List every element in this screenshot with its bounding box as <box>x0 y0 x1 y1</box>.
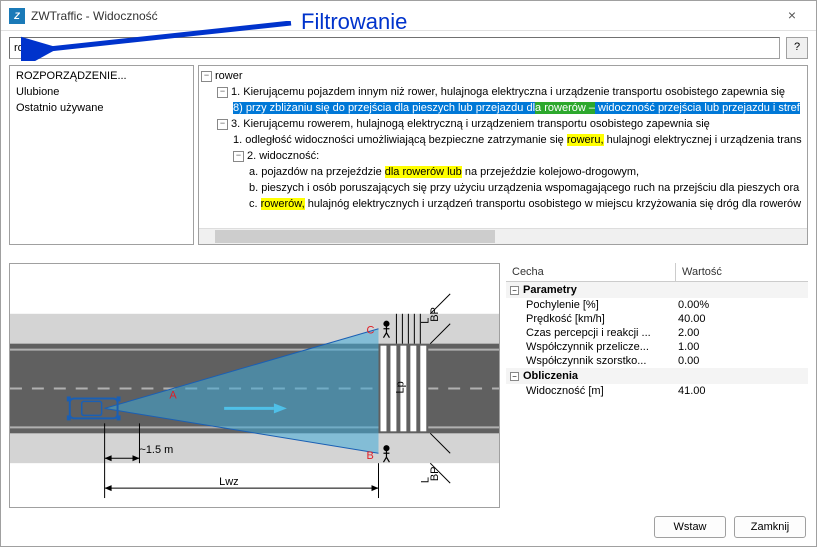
prop-row[interactable]: Prędkość [km/h]40.00 <box>506 312 808 326</box>
category-list: ROZPORZĄDZENIE... Ulubione Ostatnio używ… <box>9 65 194 245</box>
diagram: A C B Lp L BP L BP ~1.5 m Lwz <box>9 263 500 508</box>
search-row: ? <box>9 37 808 59</box>
help-button[interactable]: ? <box>786 37 808 59</box>
col-key: Cecha <box>506 263 676 281</box>
tree-node[interactable]: 1. odległość widoczności umożliwiającą b… <box>201 132 805 148</box>
insert-button[interactable]: Wstaw <box>654 516 726 538</box>
properties-panel: Cecha Wartość −ParametryPochylenie [%]0.… <box>506 263 808 508</box>
list-item[interactable]: Ostatnio używane <box>12 100 191 116</box>
tree-node-selected[interactable]: 8) przy zbliżaniu się do przejścia dla p… <box>201 100 805 116</box>
props-header: Cecha Wartość <box>506 263 808 282</box>
tree-node[interactable]: a. pojazdów na przejeździe dla rowerów l… <box>201 164 805 180</box>
prop-row[interactable]: Pochylenie [%]0.00% <box>506 298 808 312</box>
svg-text:BP: BP <box>429 467 441 482</box>
window-title: ZWTraffic - Widoczność <box>31 9 158 23</box>
expander-icon[interactable]: − <box>217 119 228 130</box>
close-button[interactable]: Zamknij <box>734 516 806 538</box>
tree-panel: −rower −1. Kierującemu pojazdem innym ni… <box>198 65 808 245</box>
col-val: Wartość <box>676 263 728 281</box>
close-icon[interactable]: × <box>772 5 812 27</box>
app-icon: Z <box>9 8 25 24</box>
label-B: B <box>367 450 374 462</box>
tree-node[interactable]: c. rowerów, hulajnóg elektrycznych i urz… <box>201 196 805 212</box>
tree-node[interactable]: −2. widoczność: <box>201 148 805 164</box>
title-bar: Z ZWTraffic - Widoczność × <box>1 1 816 31</box>
tree-node[interactable]: b. pieszych i osób poruszających się prz… <box>201 180 805 196</box>
prop-group[interactable]: −Obliczenia <box>506 368 808 384</box>
prop-row[interactable]: Współczynnik przelicze...1.00 <box>506 340 808 354</box>
svg-text:Lp: Lp <box>394 381 406 393</box>
svg-text:BP: BP <box>429 307 441 322</box>
horizontal-scrollbar[interactable] <box>199 228 807 244</box>
prop-row[interactable]: Widoczność [m]41.00 <box>506 384 808 398</box>
list-item[interactable]: Ulubione <box>12 84 191 100</box>
prop-group[interactable]: −Parametry <box>506 282 808 298</box>
tree-node[interactable]: −1. Kierującemu pojazdem innym niż rower… <box>201 84 805 100</box>
prop-row[interactable]: Czas percepcji i reakcji ...2.00 <box>506 326 808 340</box>
tree-node[interactable]: −3. Kierującemu rowerem, hulajnogą elekt… <box>201 116 805 132</box>
prop-row[interactable]: Współczynnik szorstko...0.00 <box>506 354 808 368</box>
label-C: C <box>367 325 375 337</box>
search-input[interactable] <box>9 37 780 59</box>
svg-text:Lwz: Lwz <box>219 476 238 488</box>
expander-icon[interactable]: − <box>233 151 244 162</box>
tree-root[interactable]: −rower <box>201 68 805 84</box>
label-A: A <box>169 389 177 401</box>
svg-text:~1.5 m: ~1.5 m <box>139 444 173 456</box>
list-item[interactable]: ROZPORZĄDZENIE... <box>12 68 191 84</box>
expander-icon[interactable]: − <box>201 71 212 82</box>
expander-icon[interactable]: − <box>217 87 228 98</box>
